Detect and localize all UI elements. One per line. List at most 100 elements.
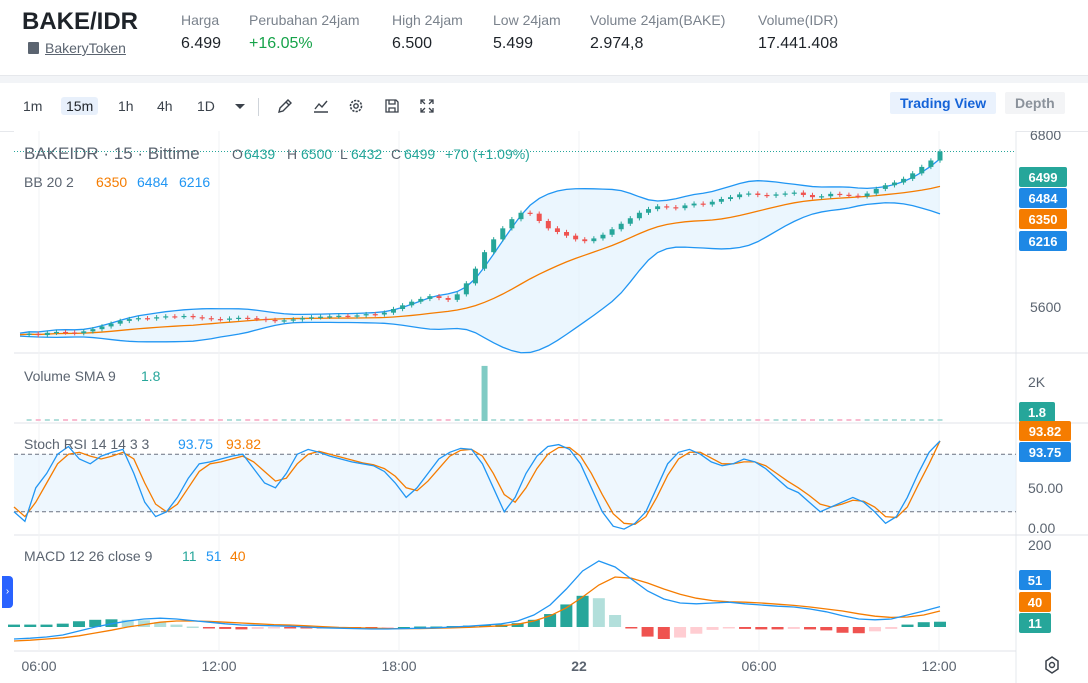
stoch-tick-50: 50.00	[1028, 480, 1063, 496]
candle-body	[482, 252, 488, 269]
macd-hist-bar	[934, 621, 946, 627]
volume-bar	[910, 419, 916, 421]
volume-bar	[90, 419, 96, 421]
candle-body	[700, 203, 706, 205]
candle-body	[709, 201, 715, 205]
macd-hist-bar	[24, 624, 37, 627]
candle-body	[746, 193, 752, 195]
stat-value: 6.499	[181, 35, 222, 52]
macd-hist-bar	[560, 604, 573, 627]
timeframe-4h[interactable]: 4h	[157, 98, 173, 114]
chart-symbol: BAKEIDR · 15 · Bittime	[24, 144, 200, 163]
ohlc-part-3: 6500	[301, 146, 332, 162]
volume-bar	[800, 419, 806, 421]
depth-button[interactable]: Depth	[1005, 92, 1065, 114]
candle-body	[117, 320, 123, 324]
volume-bar	[236, 419, 242, 421]
stat-label: Harga	[181, 12, 220, 28]
macd-hist-bar	[771, 627, 784, 630]
volume-bar	[846, 419, 852, 421]
macd-hist-bar	[219, 627, 232, 629]
macd-signal-line	[13, 576, 941, 642]
candle-body	[199, 317, 205, 319]
candle-body	[53, 331, 59, 334]
fullscreen-icon[interactable]	[418, 97, 436, 115]
bb-upper-line	[19, 158, 941, 334]
ohlc-part-1: 6439	[244, 146, 275, 162]
candle-body	[791, 192, 797, 194]
time-tick-0: 06:00	[21, 658, 56, 674]
candle-body	[154, 317, 160, 319]
volume-bar	[53, 419, 59, 421]
volume-bar	[791, 419, 797, 421]
save-icon[interactable]	[383, 97, 401, 115]
chart-settings-icon[interactable]	[1045, 656, 1059, 674]
time-tick-2: 18:00	[381, 658, 416, 674]
ohlc-part-8: +70 (+1.09%)	[445, 146, 530, 162]
macd-hist-bar	[674, 627, 687, 638]
trading-view-button[interactable]: Trading View	[890, 92, 997, 114]
stoch-d-badge-bg	[1019, 421, 1071, 441]
stat-value: +16.05%	[249, 35, 313, 52]
candle-body	[26, 333, 32, 335]
volume-bar	[163, 419, 169, 421]
stat-0: Harga 6.499	[181, 12, 221, 53]
candle-body	[500, 228, 506, 240]
macd-signal-badge-bg	[1019, 592, 1051, 612]
candle-body	[837, 193, 843, 196]
chevron-down-icon[interactable]	[231, 97, 249, 115]
candle-body	[290, 319, 296, 321]
candle-body	[108, 323, 114, 327]
timeframe-15m[interactable]: 15m	[61, 97, 99, 115]
candle-body	[372, 314, 378, 316]
candle-body	[882, 185, 888, 189]
stat-value: 6.500	[392, 35, 433, 52]
volume-bar	[227, 419, 233, 421]
timeframe-1h[interactable]: 1h	[118, 98, 134, 114]
expand-sidebar-icon[interactable]: ›	[2, 576, 13, 608]
stat-value: 17.441.408	[758, 35, 839, 52]
volume-bar	[527, 419, 533, 421]
candle-body	[63, 331, 69, 334]
candle-body	[727, 197, 733, 199]
candle-body	[491, 239, 497, 253]
volume-bar	[308, 419, 314, 421]
macd-line	[13, 560, 941, 640]
candle-body	[445, 298, 451, 300]
candle-body	[363, 314, 369, 316]
token-link[interactable]: BakeryToken	[28, 40, 126, 56]
bb-basis-value: 6350	[96, 174, 127, 190]
candle-body	[691, 203, 697, 206]
candle-body	[245, 317, 251, 319]
bb-upper-badge-bg	[1019, 188, 1067, 208]
volume-bar	[518, 419, 524, 421]
stoch-d-badge: 93.82	[1029, 424, 1062, 439]
price-chart[interactable]: BAKEIDR · 15 · Bittime O 6439 H 6500 L 6432 C 64…	[0, 131, 1088, 683]
volume-bar	[381, 419, 387, 421]
timeframe-1m[interactable]: 1m	[23, 98, 43, 114]
time-tick-1: 12:00	[201, 658, 236, 674]
candle-body	[718, 199, 724, 202]
macd-hist-value: 11	[182, 548, 197, 564]
gear-icon[interactable]	[347, 97, 365, 115]
draw-pencil-icon[interactable]	[276, 97, 294, 115]
bb-lower-badge-bg	[1019, 231, 1067, 251]
volume-bar	[99, 419, 105, 421]
candle-body	[901, 178, 907, 183]
bb-basis-badge-bg	[1019, 209, 1067, 229]
candle-body	[354, 315, 360, 317]
volume-bar	[691, 419, 697, 421]
macd-hist-bar	[381, 627, 394, 629]
stoch-d-value: 93.82	[226, 436, 261, 452]
timeframe-1d[interactable]: 1D	[197, 98, 215, 114]
plot-area	[14, 131, 1016, 651]
candle-body	[782, 193, 788, 195]
volume-bar	[819, 419, 825, 421]
volume-bar	[117, 419, 123, 421]
candle-body	[44, 332, 50, 336]
indicator-chart-icon[interactable]	[312, 97, 330, 115]
macd-hist-bar	[89, 619, 102, 627]
volume-bar	[354, 419, 360, 421]
toolbar-divider	[258, 98, 259, 116]
volume-bar	[646, 419, 652, 421]
